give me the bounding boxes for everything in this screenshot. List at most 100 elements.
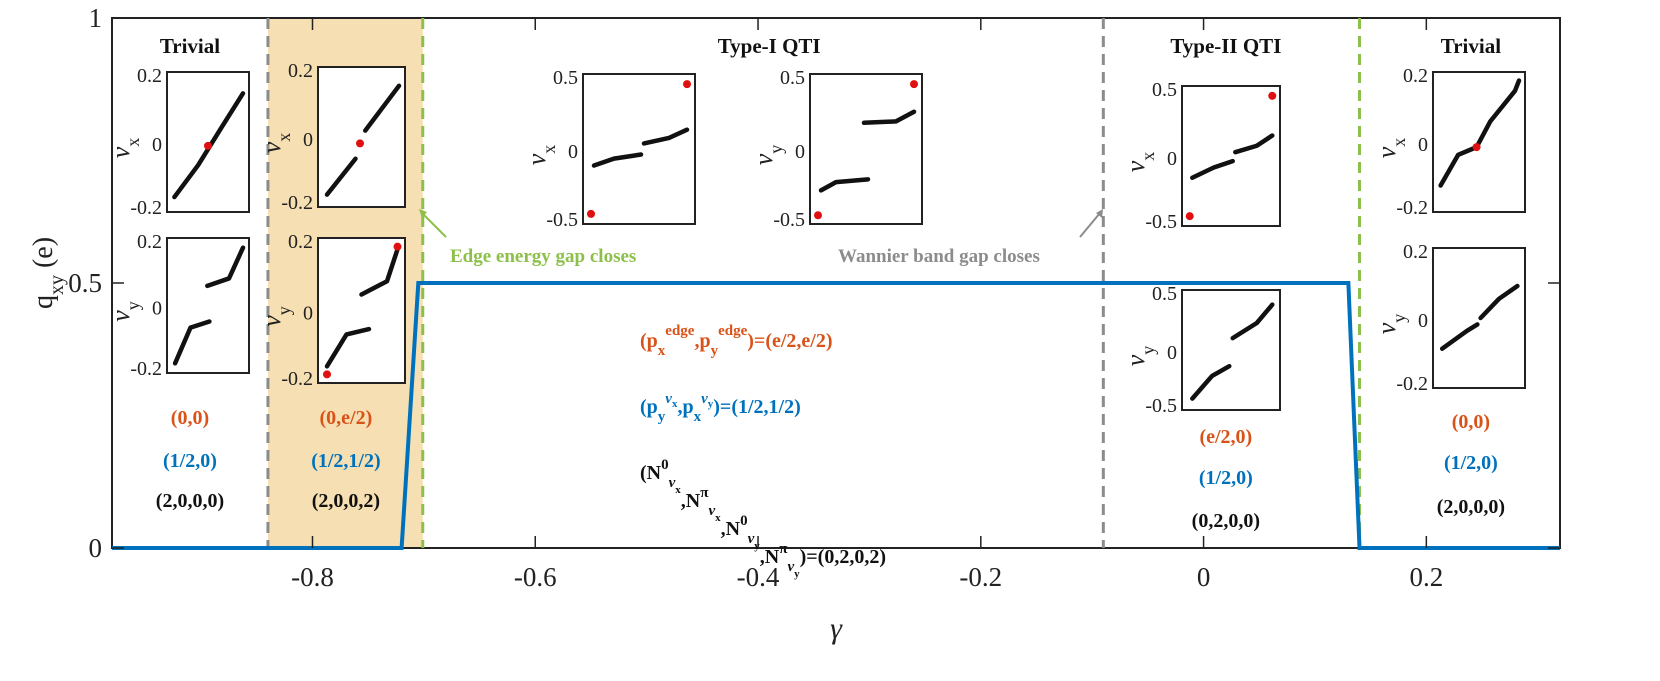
inset-axis-label-nu: ν xyxy=(106,146,135,158)
inset-tick-label-1: 0 xyxy=(1418,310,1428,332)
phase-label-0: Trivial xyxy=(160,34,220,58)
inset-frame xyxy=(1181,85,1281,227)
phase-label-3: Trivial xyxy=(1441,34,1501,58)
inset-axis-label: νy xyxy=(257,306,294,327)
winding-number-label-part-8: x xyxy=(715,512,721,524)
inset-shaded-x: 0.2 0 -0.2 νx xyxy=(257,60,406,214)
y-tick-label-0: 0 xyxy=(89,533,103,563)
inset-red-point-0 xyxy=(1472,143,1481,152)
winding-number-label-part-2: 0 xyxy=(661,457,669,473)
edge-polarization-label-part-6: )=(e/2,e/2) xyxy=(747,330,832,352)
winding-number-label-part-0: ( xyxy=(640,462,647,484)
inset-axis-label-nu: ν xyxy=(749,153,778,165)
inset-tick-label-1: 0 xyxy=(303,303,313,325)
winding-number-label: (N0νx,Nπνx,N0νy,Nπνy)=(0,2,0,2) xyxy=(640,457,886,580)
inset-type2-y: 0.5 0 -0.5 νy xyxy=(1121,283,1281,417)
phase-label-2: Type-II QTI xyxy=(1170,34,1281,58)
inset-band-1 xyxy=(359,247,400,297)
inset-tick-label-0: 0.2 xyxy=(137,231,162,253)
wannier-gap-arrowhead xyxy=(1096,209,1103,218)
inset-axis-label-sub: x xyxy=(539,145,559,154)
inset-band-1 xyxy=(861,109,917,126)
inset-red-point-1 xyxy=(910,80,918,89)
winding-number-label-part-16: y xyxy=(794,568,800,580)
inset-axis-label-nu: ν xyxy=(1372,146,1401,158)
inset-band-1 xyxy=(1233,133,1275,155)
inset-tick-label-0: 0.5 xyxy=(780,67,805,89)
inset-band-0 xyxy=(1438,78,1522,188)
inset-axis-label: νy xyxy=(1121,346,1158,367)
inset-tick-label-0: 0.5 xyxy=(1152,283,1177,305)
inset-tick-label-2: -0.2 xyxy=(281,368,313,390)
edge-polarization-label-part-5: edge xyxy=(718,323,748,339)
y-axis-label: qxy (e) xyxy=(28,237,68,309)
region-edge-label-3: (0,0) xyxy=(1452,411,1490,433)
winding-number-label-part-7: ν xyxy=(708,503,715,519)
inset-tick-label-1: 0 xyxy=(152,298,162,320)
inset-frame xyxy=(317,66,406,208)
edge-polarization-label-part-4: y xyxy=(711,343,719,359)
inset-tick-label-2: -0.2 xyxy=(1396,197,1428,219)
inset-axis-label: νx xyxy=(106,138,143,159)
inset-band-0 xyxy=(324,156,358,197)
wannier-polarization-label-part-7: y xyxy=(708,398,714,410)
inset-red-point-0 xyxy=(204,141,212,150)
inset-type1-y: 0.5 0 -0.5 νy xyxy=(749,67,923,231)
inset-tick-label-1: 0 xyxy=(1418,134,1428,156)
region-winding-label-2: (0,2,0,0) xyxy=(1192,510,1260,532)
inset-axis-label-sub: y xyxy=(1389,314,1409,323)
inset-axis-label-sub: x xyxy=(123,138,143,147)
inset-tick-label-1: 0 xyxy=(1167,148,1177,170)
x-tick-label-5: 0.2 xyxy=(1409,562,1443,592)
edge-polarization-label: (pxedge,pyedge)=(e/2,e/2) xyxy=(640,323,833,359)
edge-gap-annotation: Edge energy gap closes xyxy=(450,246,636,267)
inset-tick-label-2: -0.5 xyxy=(1145,211,1177,233)
winding-number-label-part-6: π xyxy=(700,485,709,501)
inset-tick-label-2: -0.2 xyxy=(130,197,162,219)
region-winding-label-0: (2,0,0,0) xyxy=(156,490,224,512)
x-tick-label-1: -0.6 xyxy=(514,562,557,592)
inset-band-0 xyxy=(1190,363,1232,401)
winding-number-label-part-1: N xyxy=(647,462,662,484)
inset-axis-label-nu: ν xyxy=(257,141,286,153)
inset-type1-x: 0.5 0 -0.5 νx xyxy=(522,67,696,231)
inset-frame xyxy=(809,73,923,225)
region-wannier-label-2: (1/2,0) xyxy=(1199,467,1253,489)
wannier-polarization-label-part-6: ν xyxy=(701,391,708,407)
winding-number-label-part-17: )=(0,2,0,2) xyxy=(800,546,886,568)
winding-number-label-part-4: x xyxy=(675,484,681,496)
phase-label-1: Type-I QTI xyxy=(718,34,821,58)
inset-band-1 xyxy=(1230,302,1275,341)
inset-band-1 xyxy=(363,83,402,133)
inset-axis-label-nu: ν xyxy=(522,153,551,165)
wannier-polarization-label-part-5: x xyxy=(694,409,702,425)
inset-tick-label-0: 0.2 xyxy=(1403,241,1428,263)
inset-axis-label: νy xyxy=(749,145,786,166)
wannier-polarization-label-part-3: x xyxy=(672,398,678,410)
inset-axis-label-sub: y xyxy=(1138,346,1158,355)
inset-tick-label-2: -0.2 xyxy=(1396,373,1428,395)
inset-tick-label-1: 0 xyxy=(152,134,162,156)
inset-axis-label-sub: y xyxy=(123,301,143,310)
region-winding-label-3: (2,0,0,0) xyxy=(1437,496,1505,518)
inset-trivial-left-y: 0.2 0 -0.2 νy xyxy=(106,231,250,380)
annotations: Edge energy gap closes Wannier band gap c… xyxy=(419,209,1103,580)
wannier-polarization-label-part-0: (p xyxy=(640,396,658,418)
inset-axis-label: νx xyxy=(1372,138,1409,159)
region-wannier-label-1: (1/2,1/2) xyxy=(311,450,380,472)
edge-gap-arrowhead xyxy=(419,209,427,218)
inset-tick-label-0: 0.2 xyxy=(288,60,313,82)
inset-trivial-left-x: 0.2 0 -0.2 νx xyxy=(106,65,250,219)
winding-number-label-part-3: ν xyxy=(669,475,676,491)
winding-number-label-part-15: ν xyxy=(787,559,794,575)
inset-band-1 xyxy=(641,127,690,146)
wannier-polarization-label-part-2: ν xyxy=(665,391,672,407)
inset-tick-label-1: 0 xyxy=(303,129,313,151)
inset-axis-label-nu: ν xyxy=(257,315,286,327)
inset-axis-label-nu: ν xyxy=(1121,160,1150,172)
inset-tick-label-2: -0.5 xyxy=(1145,395,1177,417)
region-wannier-label-3: (1/2,0) xyxy=(1444,452,1498,474)
inset-band-0 xyxy=(1190,158,1235,181)
inset-axis-label-nu: ν xyxy=(1121,354,1150,366)
winding-number-label-part-13: ,N xyxy=(760,546,780,568)
